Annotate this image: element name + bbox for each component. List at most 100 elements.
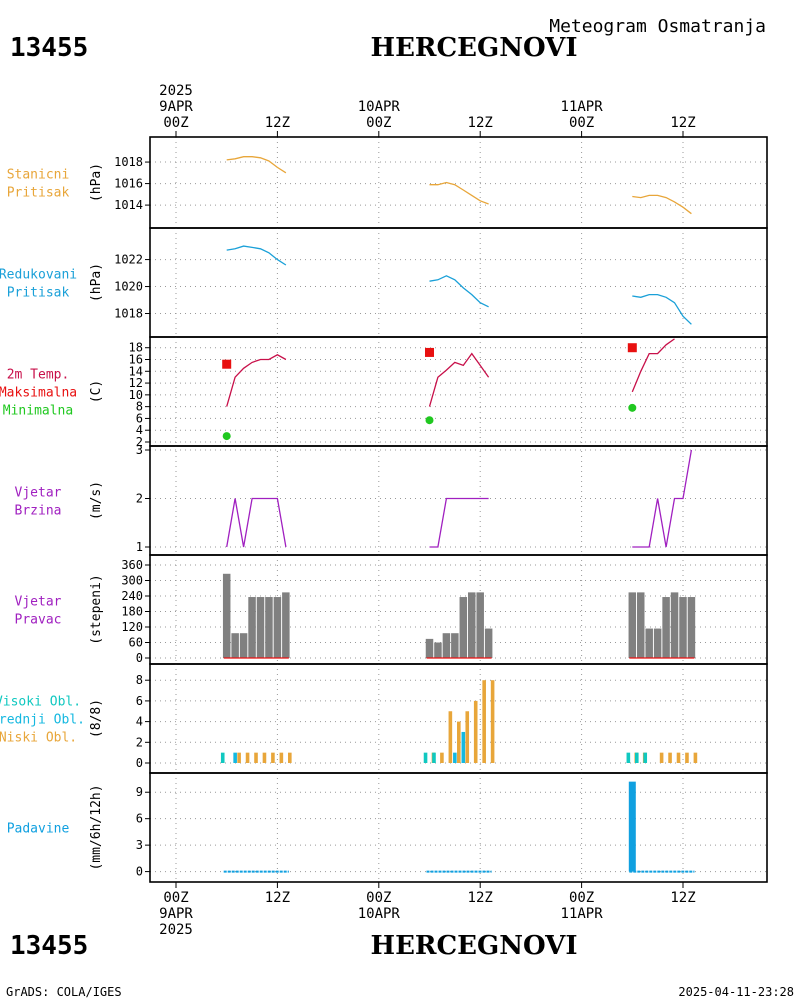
cloud-bar-high: [626, 752, 631, 763]
series-line: [226, 497, 287, 548]
bar: [679, 597, 687, 658]
y-tick-label: 18: [129, 341, 143, 355]
panel-label: Niski Obl.: [0, 731, 77, 746]
y-tick-label: 4: [136, 423, 143, 437]
bar: [628, 781, 636, 872]
y-axis-unit: (hPa): [89, 263, 104, 302]
series-line: [226, 156, 287, 174]
cloud-bar-low: [245, 752, 250, 763]
cloud-bar-low: [685, 752, 689, 763]
panel-label: Maksimalna: [0, 386, 77, 401]
panel-label: Pravac: [15, 613, 62, 628]
time-label-bottom: 12Z: [468, 890, 493, 906]
bar: [459, 597, 468, 658]
y-tick-label: 1016: [114, 177, 143, 191]
cloud-bar-low: [693, 752, 698, 763]
cloud-bar-low: [465, 711, 470, 763]
software-credit: GrADS: COLA/IGES: [6, 985, 122, 999]
series-line: [632, 293, 692, 325]
y-tick-label: 0: [136, 865, 143, 879]
bar: [451, 633, 459, 658]
cloud-bar-low: [676, 752, 681, 763]
tmax-marker: [222, 359, 232, 369]
y-tick-label: 1018: [114, 155, 143, 169]
y-tick-label: 240: [121, 589, 143, 603]
station-name-header: HERCEGNOVI: [371, 33, 578, 63]
time-label-top: 12Z: [670, 115, 695, 131]
bar: [442, 633, 451, 658]
panel-label: 2m Temp.: [7, 368, 70, 383]
cloud-bar-low: [440, 752, 444, 763]
panel-5: 0 2 4 6 8 Visoki Obl. Srednji Obl. Niski Obl. (8…: [0, 663, 768, 774]
y-tick-label: 0: [136, 651, 143, 665]
time-label-bottom: 00Z: [569, 890, 594, 906]
cloud-bar-low: [288, 752, 292, 763]
product-title: Meteogram Osmatranja: [549, 16, 766, 37]
time-label-bottom: 11APR: [561, 906, 604, 922]
cloud-bar-low: [659, 752, 664, 763]
panel-label: Minimalna: [3, 404, 73, 419]
panel-data: [226, 156, 692, 215]
time-label-top: 9APR: [159, 99, 193, 115]
cloud-bar-high: [423, 752, 428, 763]
y-tick-label: 1022: [114, 253, 143, 267]
series-line: [631, 338, 675, 393]
time-label-bottom: 9APR: [159, 906, 193, 922]
panel-label: Pritisak: [7, 286, 70, 301]
y-axis-unit: (8/8): [89, 699, 104, 738]
y-tick-label: 6: [136, 411, 143, 425]
panel-data: [222, 573, 696, 659]
panel-frame: [149, 772, 768, 883]
y-tick-label: 12: [129, 376, 143, 390]
y-tick-label: 1014: [114, 198, 143, 212]
bar: [653, 628, 662, 658]
time-label-top: 10APR: [358, 99, 401, 115]
bar: [662, 597, 670, 658]
bar: [468, 592, 476, 658]
y-tick-label: 9: [136, 785, 143, 799]
bar: [256, 597, 265, 658]
cloud-bar-low: [457, 721, 461, 763]
panel-label: Visoki Obl.: [0, 695, 81, 710]
panel-label: Redukovani: [0, 268, 77, 283]
tmin-marker: [425, 416, 434, 425]
time-label-top: 00Z: [163, 115, 188, 131]
y-tick-label: 16: [129, 353, 143, 367]
series-line: [429, 181, 489, 205]
cloud-bar-low: [271, 752, 275, 763]
panel-label: Brzina: [15, 504, 62, 519]
series-line: [632, 449, 693, 548]
series-line: [429, 275, 489, 308]
y-tick-label: 10: [129, 388, 143, 402]
y-tick-label: 180: [121, 605, 143, 619]
cloud-bar-low: [668, 752, 672, 763]
y-tick-label: 360: [121, 558, 143, 572]
y-tick-label: 6: [136, 812, 143, 826]
generation-timestamp: 2025-04-11-23:28: [678, 985, 794, 999]
cloud-bar-low: [448, 711, 453, 763]
y-tick-label: 1020: [114, 280, 143, 294]
cloud-bar-high: [432, 752, 436, 763]
tmin-marker: [628, 403, 637, 412]
cloud-bar-mid: [233, 752, 237, 763]
y-tick-label: 300: [121, 574, 143, 588]
time-label-top: 12Z: [265, 115, 290, 131]
cloud-bar-low: [262, 752, 267, 763]
panel-data: [223, 781, 695, 873]
bar: [484, 628, 493, 658]
cloud-bar-low: [279, 752, 284, 763]
time-label-bottom: 12Z: [265, 890, 290, 906]
bar: [222, 573, 231, 658]
panel-label: Srednji Obl.: [0, 713, 85, 728]
cloud-bar-low: [482, 680, 486, 763]
y-tick-label: 3: [136, 838, 143, 852]
time-label-bottom: 00Z: [366, 890, 391, 906]
cloud-bar-low: [473, 700, 478, 763]
bar: [239, 633, 248, 658]
bar: [434, 642, 442, 658]
cloud-bar-high: [643, 752, 648, 763]
panel-data: [222, 338, 675, 441]
y-axis-unit: (mm/6h/12h): [89, 784, 104, 870]
